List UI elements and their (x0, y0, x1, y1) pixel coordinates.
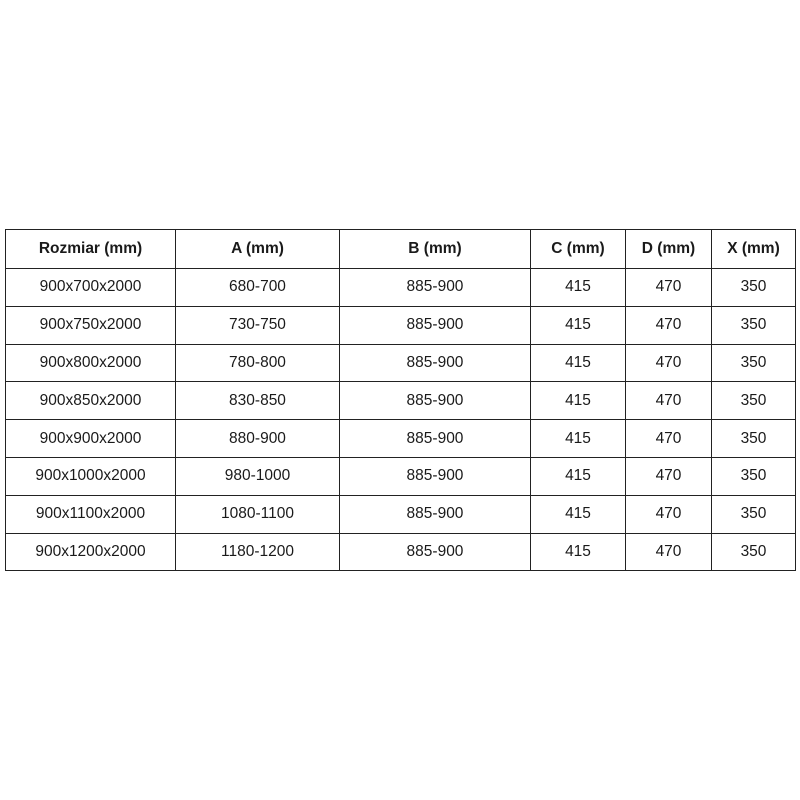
table-cell: 350 (711, 419, 796, 458)
table-row: 900x1100x2000 1080-1100 885-900 415 470 350 (5, 494, 796, 534)
column-header: Rozmiar (mm) (5, 229, 176, 269)
table-cell: 470 (625, 343, 712, 383)
table-cell: 470 (625, 419, 712, 458)
table-cell: 900x1100x2000 (5, 494, 176, 534)
table-cell: 470 (625, 494, 712, 534)
table-cell: 350 (711, 268, 796, 307)
column-header: B (mm) (339, 229, 531, 269)
table-cell: 350 (711, 456, 796, 496)
table-cell: 350 (711, 381, 796, 421)
table-cell: 415 (530, 456, 626, 496)
table-cell: 900x800x2000 (5, 343, 176, 383)
table-cell: 900x700x2000 (5, 268, 176, 307)
table-cell: 885-900 (339, 494, 531, 534)
column-header: A (mm) (175, 229, 340, 269)
table-cell: 885-900 (339, 532, 531, 572)
table-cell: 415 (530, 381, 626, 421)
table-cell: 730-750 (175, 305, 340, 345)
column-header: C (mm) (530, 229, 626, 269)
table-row: 900x750x2000 730-750 885-900 415 470 350 (5, 305, 796, 345)
table-cell: 885-900 (339, 343, 531, 383)
table-cell: 900x1200x2000 (5, 532, 176, 572)
table-cell: 900x900x2000 (5, 419, 176, 458)
column-header: X (mm) (711, 229, 796, 269)
table-header-row: Rozmiar (mm) A (mm) B (mm) C (mm) D (mm) X (m… (5, 229, 796, 269)
table-cell: 350 (711, 494, 796, 534)
table-cell: 470 (625, 456, 712, 496)
table-cell: 470 (625, 268, 712, 307)
table-row: 900x850x2000 830-850 885-900 415 470 350 (5, 381, 796, 421)
table-cell: 885-900 (339, 305, 531, 345)
table-cell: 885-900 (339, 456, 531, 496)
table-cell: 885-900 (339, 268, 531, 307)
table-cell: 1180-1200 (175, 532, 340, 572)
table-cell: 880-900 (175, 419, 340, 458)
table-cell: 680-700 (175, 268, 340, 307)
table-cell: 350 (711, 532, 796, 572)
table-cell: 885-900 (339, 419, 531, 458)
table-cell: 900x750x2000 (5, 305, 176, 345)
table-row: 900x1000x2000 980-1000 885-900 415 470 350 (5, 456, 796, 496)
table-row: 900x800x2000 780-800 885-900 415 470 350 (5, 343, 796, 383)
table-cell: 415 (530, 305, 626, 345)
table-cell: 980-1000 (175, 456, 340, 496)
table-row: 900x700x2000 680-700 885-900 415 470 350 (5, 268, 796, 307)
table-cell: 350 (711, 343, 796, 383)
table-cell: 415 (530, 494, 626, 534)
table-cell: 350 (711, 305, 796, 345)
table-cell: 885-900 (339, 381, 531, 421)
table-cell: 1080-1100 (175, 494, 340, 534)
table-cell: 830-850 (175, 381, 340, 421)
table-cell: 415 (530, 419, 626, 458)
table-cell: 415 (530, 268, 626, 307)
table-cell: 470 (625, 381, 712, 421)
table-row: 900x1200x2000 1180-1200 885-900 415 470 350 (5, 532, 796, 572)
table-cell: 415 (530, 532, 626, 572)
table-row: 900x900x2000 880-900 885-900 415 470 350 (5, 419, 796, 458)
table-cell: 780-800 (175, 343, 340, 383)
table-cell: 900x1000x2000 (5, 456, 176, 496)
table-cell: 415 (530, 343, 626, 383)
table-cell: 900x850x2000 (5, 381, 176, 421)
table-cell: 470 (625, 532, 712, 572)
dimensions-table: Rozmiar (mm) A (mm) B (mm) C (mm) D (mm) X (m… (5, 229, 796, 572)
table-cell: 470 (625, 305, 712, 345)
column-header: D (mm) (625, 229, 712, 269)
